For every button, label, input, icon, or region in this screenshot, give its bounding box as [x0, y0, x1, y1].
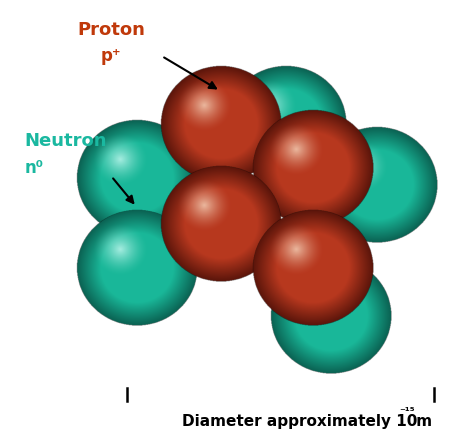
Text: n⁰: n⁰: [24, 158, 43, 176]
Text: Proton: Proton: [77, 21, 145, 39]
Text: Diameter approximately 10: Diameter approximately 10: [182, 414, 418, 429]
Text: p⁺: p⁺: [101, 47, 122, 65]
Text: ⁻¹⁵: ⁻¹⁵: [400, 407, 415, 417]
Text: Neutron: Neutron: [24, 132, 107, 150]
Text: m: m: [411, 414, 432, 429]
